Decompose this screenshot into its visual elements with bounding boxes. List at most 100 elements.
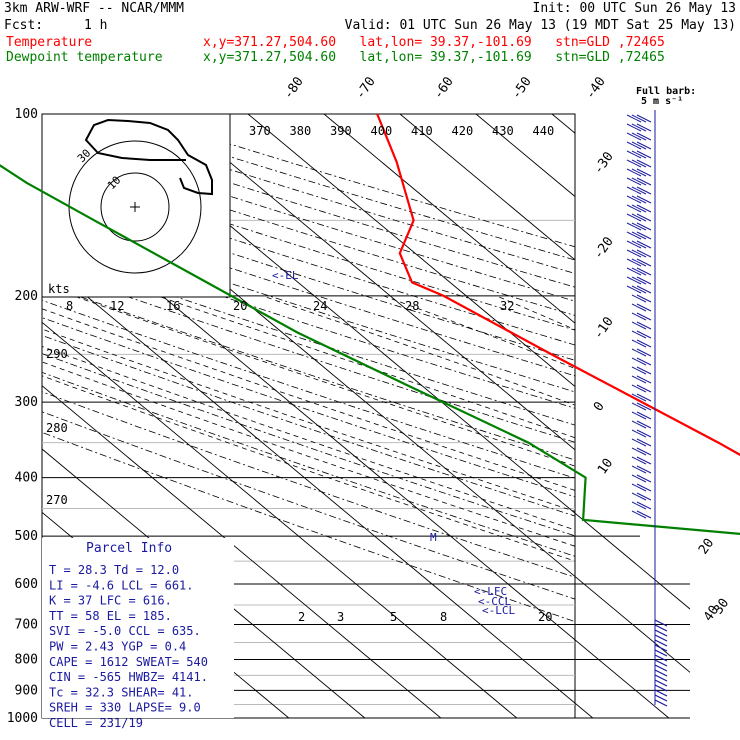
wind-barb bbox=[626, 204, 642, 213]
temperature-legend: Temperature bbox=[6, 35, 93, 50]
wind-barb bbox=[631, 186, 647, 195]
dry-adiabat-line bbox=[42, 353, 575, 537]
wind-barb bbox=[636, 159, 652, 168]
wind-barb bbox=[626, 186, 642, 195]
wind-barb bbox=[636, 402, 652, 411]
wind-barb bbox=[626, 114, 642, 123]
wind-barb bbox=[654, 694, 668, 702]
wind-barb bbox=[631, 150, 647, 159]
wind-barb bbox=[631, 402, 647, 411]
wind-barb bbox=[636, 123, 652, 132]
isotherm-label: 40 bbox=[701, 603, 722, 624]
wind-barb bbox=[631, 357, 647, 366]
wind-barb bbox=[636, 294, 652, 303]
wind-barb bbox=[631, 159, 647, 168]
hodograph-frame bbox=[41, 113, 231, 298]
hodograph-speed-label: 8 bbox=[66, 299, 73, 313]
hodograph-speed-label: 20 bbox=[233, 299, 247, 313]
wind-barb bbox=[631, 276, 647, 285]
parcel-info-row: SREH = 330 LAPSE= 9.0 bbox=[49, 701, 201, 715]
wind-barb bbox=[626, 240, 642, 249]
wind-barb bbox=[654, 679, 668, 687]
mixing-ratio-label: 3 bbox=[337, 610, 344, 624]
pressure-tick-label: 800 bbox=[15, 652, 38, 667]
wind-barb bbox=[631, 114, 647, 123]
wind-barb bbox=[636, 186, 652, 195]
wind-barb bbox=[636, 492, 652, 501]
theta-label: 270 bbox=[46, 493, 68, 507]
hodograph-speed-label: 32 bbox=[500, 299, 514, 313]
wind-barb bbox=[636, 438, 652, 447]
wind-barb bbox=[631, 366, 647, 375]
wind-barb bbox=[631, 141, 647, 150]
lfc-marker: <-LFC bbox=[474, 585, 507, 598]
wind-barb bbox=[631, 285, 647, 294]
isotherm-line bbox=[42, 114, 518, 718]
wind-barb bbox=[636, 330, 652, 339]
wind-barb bbox=[626, 123, 642, 132]
wind-barb bbox=[631, 321, 647, 330]
lcl-marker: <-LCL bbox=[482, 604, 515, 617]
dry-adiabat-line bbox=[42, 190, 575, 361]
model-title: 3km ARW-WRF -- NCAR/MMM bbox=[4, 1, 185, 16]
wind-barb bbox=[636, 510, 652, 519]
wind-barb bbox=[631, 348, 647, 357]
wind-barb bbox=[636, 501, 652, 510]
theta-label: 430 bbox=[492, 124, 514, 138]
parcel-info-row: CELL = 231/19 bbox=[49, 716, 143, 730]
wind-barb bbox=[636, 465, 652, 474]
wind-barb bbox=[654, 659, 668, 667]
wind-barb bbox=[636, 222, 652, 231]
pressure-tick-label: 400 bbox=[15, 471, 38, 486]
hodograph-speed-label: 28 bbox=[405, 299, 419, 313]
wind-barb bbox=[631, 213, 647, 222]
el-marker: <-EL bbox=[272, 269, 299, 282]
hodograph-speed-label: 12 bbox=[110, 299, 124, 313]
hodograph-speed-label: 16 bbox=[166, 299, 180, 313]
wind-barb bbox=[626, 195, 642, 204]
wind-barb bbox=[626, 231, 642, 240]
isotherm-line bbox=[399, 114, 690, 718]
wind-barb bbox=[654, 684, 668, 692]
isotherm-label: 20 bbox=[696, 536, 717, 557]
dry-adiabat-line bbox=[42, 219, 575, 393]
wind-barb bbox=[636, 339, 652, 348]
mixing-ratio-label: 8 bbox=[440, 610, 447, 624]
pressure-tick-label: 100 bbox=[15, 107, 38, 122]
wind-barb bbox=[626, 267, 642, 276]
theta-label: 420 bbox=[452, 124, 474, 138]
wind-barb bbox=[636, 483, 652, 492]
wind-barb bbox=[631, 465, 647, 474]
wind-barb bbox=[636, 321, 652, 330]
parcel-info-row: CIN = -565 HWBZ= 4141. bbox=[49, 670, 208, 684]
init-time: Init: 00 UTC Sun 26 May 13 bbox=[532, 1, 737, 16]
wind-barb bbox=[626, 159, 642, 168]
dry-adiabat-line bbox=[42, 299, 575, 479]
wind-barb bbox=[631, 483, 647, 492]
wind-barb bbox=[631, 177, 647, 186]
wind-barb bbox=[626, 249, 642, 258]
parcel-info-row: Tc = 32.3 SHEAR= 41. bbox=[49, 685, 194, 699]
isotherm-label: -10 bbox=[591, 314, 617, 342]
wind-barb bbox=[636, 393, 652, 402]
wind-barb bbox=[654, 689, 668, 697]
wind-barb bbox=[631, 456, 647, 465]
dry-adiabat-line bbox=[42, 266, 575, 443]
wind-barb bbox=[636, 285, 652, 294]
dewpoint-profile bbox=[0, 164, 740, 536]
wind-barb bbox=[631, 447, 647, 456]
wind-barb bbox=[631, 474, 647, 483]
wind-barb bbox=[626, 276, 642, 285]
moist-adiabat-line bbox=[585, 296, 740, 718]
pressure-tick-label: 300 bbox=[15, 395, 38, 410]
forecast-hour: 1 h bbox=[84, 18, 108, 33]
hodograph-trace bbox=[84, 118, 213, 196]
hodograph-units-label: kts bbox=[48, 282, 70, 296]
moist-adiabat-line bbox=[496, 295, 575, 331]
dry-adiabat-line bbox=[42, 411, 575, 600]
wind-barb bbox=[631, 375, 647, 384]
sounding-profiles bbox=[0, 113, 740, 536]
wind-barb bbox=[631, 267, 647, 276]
wind-barb bbox=[626, 222, 642, 231]
temperature-location: x,y=371.27,504.60 lat,lon= 39.37,-101.69… bbox=[203, 35, 665, 50]
